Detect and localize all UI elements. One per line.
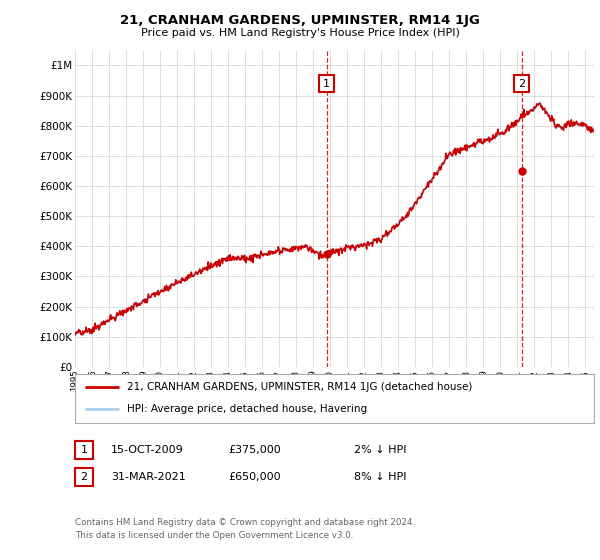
Text: 2: 2 [80, 472, 88, 482]
Text: 21, CRANHAM GARDENS, UPMINSTER, RM14 1JG: 21, CRANHAM GARDENS, UPMINSTER, RM14 1JG [120, 14, 480, 27]
Text: 1: 1 [323, 78, 330, 88]
Text: 31-MAR-2021: 31-MAR-2021 [111, 472, 186, 482]
Text: 2% ↓ HPI: 2% ↓ HPI [354, 445, 407, 455]
Text: HPI: Average price, detached house, Havering: HPI: Average price, detached house, Have… [127, 404, 367, 414]
Text: 2: 2 [518, 78, 525, 88]
Text: 1: 1 [80, 445, 88, 455]
Text: 21, CRANHAM GARDENS, UPMINSTER, RM14 1JG (detached house): 21, CRANHAM GARDENS, UPMINSTER, RM14 1JG… [127, 382, 472, 392]
Text: 8% ↓ HPI: 8% ↓ HPI [354, 472, 407, 482]
Text: Contains HM Land Registry data © Crown copyright and database right 2024.
This d: Contains HM Land Registry data © Crown c… [75, 518, 415, 540]
Text: 15-OCT-2009: 15-OCT-2009 [111, 445, 184, 455]
Text: £650,000: £650,000 [228, 472, 281, 482]
Text: Price paid vs. HM Land Registry's House Price Index (HPI): Price paid vs. HM Land Registry's House … [140, 28, 460, 38]
Text: £375,000: £375,000 [228, 445, 281, 455]
